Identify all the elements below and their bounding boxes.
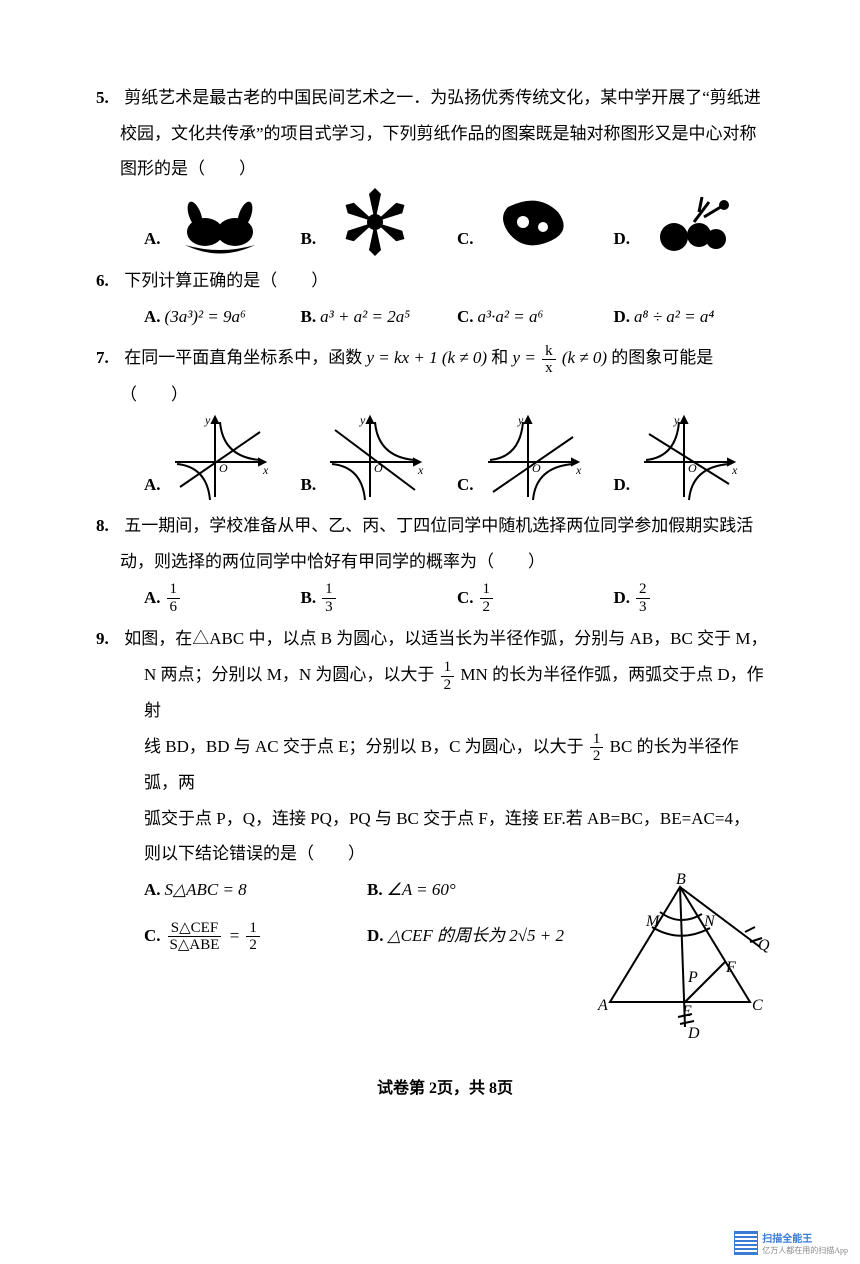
q9-num: 9.: [96, 621, 120, 657]
q5-options: A. B.: [144, 187, 770, 257]
q8-text: 五一期间，学校准备从甲、乙、丙、丁四位同学中随机选择两位同学参加假期实践活动，则…: [120, 516, 753, 571]
q8-opt-D: D.23: [614, 580, 771, 616]
svg-text:N: N: [703, 913, 716, 930]
q6-opt-A: A.(3a³)² = 9a⁶: [144, 299, 301, 335]
q7-opt-B: B. O x y: [301, 412, 458, 502]
q7-opt-C: C. O x y: [457, 412, 614, 502]
q6-text: 下列计算正确的是（ ）: [124, 271, 328, 290]
svg-text:B: B: [676, 872, 686, 888]
svg-text:D: D: [687, 1025, 700, 1042]
q6-num: 6.: [96, 263, 120, 299]
q6-options: A.(3a³)² = 9a⁶ B.a³ + a² = 2a⁵ C.a³·a² =…: [144, 299, 770, 335]
svg-text:P: P: [687, 969, 698, 986]
qr-icon: [734, 1231, 758, 1255]
q7-opt-A: A. O x y: [144, 412, 301, 502]
q9-opt-D: D.△CEF 的周长为 2√5 + 2: [367, 918, 590, 954]
svg-text:x: x: [731, 463, 738, 477]
graph-A-icon: O x y: [165, 412, 275, 502]
q5-opt-B: B.: [301, 187, 458, 257]
q6-opt-C: C.a³·a² = a⁶: [457, 299, 614, 335]
q6-opt-B: B.a³ + a² = 2a⁵: [301, 299, 458, 335]
q5-num: 5.: [96, 80, 120, 116]
papercut-rabbits-icon: [165, 187, 275, 257]
papercut-flowers-icon: [634, 187, 744, 257]
svg-text:F: F: [725, 959, 736, 976]
q9-p1: 如图，在△ABC 中，以点 B 为圆心，以适当长为半径作弧，分别与 AB，BC …: [124, 629, 767, 648]
watermark-sub: 亿万人都在用的扫描App: [762, 1245, 848, 1256]
q8-opt-A: A.16: [144, 580, 301, 616]
q9-opt-C: C. S△CEFS△ABE = 12: [144, 918, 367, 954]
svg-text:A: A: [597, 997, 608, 1014]
svg-text:C: C: [752, 997, 763, 1014]
papercut-swirl-icon: [478, 187, 588, 257]
exam-page: 5. 剪纸艺术是最古老的中国民间艺术之一．为弘扬优秀传统文化，某中学开展了“剪纸…: [0, 0, 860, 1146]
triangle-figure-icon: B A C M N Q F E D P: [590, 872, 770, 1042]
q9-opt-B: B.∠A = 60°: [367, 872, 590, 908]
graph-B-icon: O x y: [320, 412, 430, 502]
svg-text:M: M: [645, 913, 661, 930]
q7-opt-D: D. O x y: [614, 412, 771, 502]
graph-C-icon: O x y: [478, 412, 588, 502]
scanner-watermark: 扫描全能王 亿万人都在用的扫描App: [734, 1230, 848, 1256]
q5-text: 剪纸艺术是最古老的中国民间艺术之一．为弘扬优秀传统文化，某中学开展了“剪纸进校园…: [120, 88, 761, 178]
svg-text:x: x: [262, 463, 269, 477]
q5-opt-C: C.: [457, 187, 614, 257]
q7-options: A. O x y B.: [144, 412, 770, 502]
page-footer: 试卷第 2页，共 8页: [120, 1072, 770, 1106]
question-6: 6. 下列计算正确的是（ ） A.(3a³)² = 9a⁶ B.a³ + a² …: [120, 263, 770, 334]
q7-f1: y = kx + 1 (k ≠ 0): [367, 348, 488, 367]
graph-D-icon: O x y: [634, 412, 744, 502]
question-8: 8. 五一期间，学校准备从甲、乙、丙、丁四位同学中随机选择两位同学参加假期实践活…: [120, 508, 770, 615]
svg-text:x: x: [575, 463, 582, 477]
q8-opt-B: B.13: [301, 580, 458, 616]
svg-text:E: E: [681, 1003, 692, 1020]
svg-text:x: x: [417, 463, 424, 477]
q5-opt-A: A.: [144, 187, 301, 257]
watermark-brand: 扫描全能王: [762, 1230, 848, 1245]
svg-text:O: O: [219, 461, 228, 475]
question-5: 5. 剪纸艺术是最古老的中国民间艺术之一．为弘扬优秀传统文化，某中学开展了“剪纸…: [120, 80, 770, 257]
q8-num: 8.: [96, 508, 120, 544]
q6-opt-D: D.a⁸ ÷ a² = a⁴: [614, 299, 771, 335]
q9-opt-A: A.S△ABC = 8: [144, 872, 367, 908]
papercut-snowflake-icon: [320, 187, 430, 257]
q7-num: 7.: [96, 340, 120, 376]
q8-opt-C: C.12: [457, 580, 614, 616]
q9-options: A.S△ABC = 8 B.∠A = 60° C. S△CEFS△ABE = 1…: [120, 872, 590, 954]
q7-text-a: 在同一平面直角坐标系中，函数: [124, 348, 366, 367]
svg-text:Q: Q: [758, 937, 770, 954]
svg-text:y: y: [359, 413, 366, 427]
question-9: 9. 如图，在△ABC 中，以点 B 为圆心，以适当长为半径作弧，分别与 AB，…: [120, 621, 770, 1042]
svg-text:y: y: [204, 413, 211, 427]
q5-opt-D: D.: [614, 187, 771, 257]
question-7: 7. 在同一平面直角坐标系中，函数 y = kx + 1 (k ≠ 0) 和 y…: [120, 340, 770, 502]
q7-f2: y = kx (k ≠ 0): [513, 348, 612, 367]
q8-options: A.16 B.13 C.12 D.23: [144, 580, 770, 616]
